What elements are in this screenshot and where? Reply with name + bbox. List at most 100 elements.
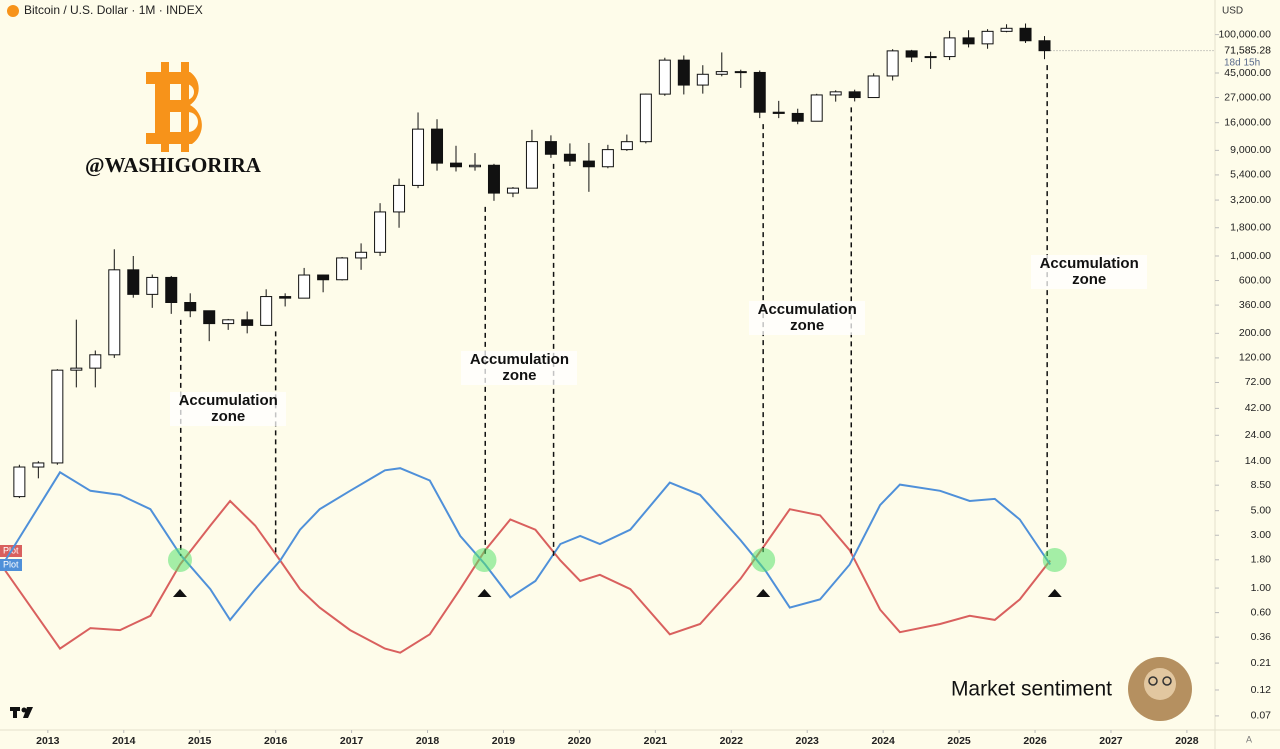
candle-body <box>108 269 121 356</box>
candle-body <box>222 319 235 325</box>
candle-body <box>943 37 956 58</box>
candle-body <box>696 73 709 86</box>
candle-body <box>70 367 83 371</box>
y-tick-label: 0.07 <box>1251 710 1272 722</box>
candle-body <box>867 75 880 99</box>
zone-label: Accumulation zone <box>749 301 866 335</box>
candle-body <box>450 162 463 168</box>
x-tick-label: 2018 <box>416 735 440 747</box>
candle-body <box>165 276 178 303</box>
y-tick-label: 9,000.00 <box>1230 144 1271 156</box>
y-tick-label: 0.12 <box>1251 684 1272 696</box>
candle-body <box>468 164 481 168</box>
x-tick-label: 2017 <box>340 735 364 747</box>
candle-body <box>886 50 899 77</box>
y-tick-label: 0.36 <box>1251 631 1272 643</box>
candle-body <box>336 257 349 281</box>
x-tick-label: 2015 <box>188 735 212 747</box>
auto-scale-button[interactable]: A <box>1246 734 1252 744</box>
legend-swatch <box>0 559 22 571</box>
candle-body <box>810 94 823 122</box>
crossover-signal <box>472 548 497 572</box>
caption: Market sentiment <box>951 678 1112 701</box>
x-tick-label: 2025 <box>947 735 971 747</box>
crossover-signal <box>1042 548 1067 572</box>
candle-body <box>89 354 102 369</box>
currency: USD <box>1222 6 1243 17</box>
candle-body <box>620 141 633 151</box>
symbol-icon <box>7 5 19 17</box>
candle-body <box>487 164 500 194</box>
watermark: @WASHIGORIRA <box>85 153 262 177</box>
candle-body <box>1000 27 1013 32</box>
candle-body <box>241 319 254 326</box>
y-tick-label: 72.00 <box>1245 376 1271 388</box>
signal-arrow <box>172 589 187 597</box>
candle-body <box>791 112 804 122</box>
candle-body <box>829 91 842 96</box>
candle-body <box>431 128 444 164</box>
candle-body <box>412 128 425 186</box>
candle-body <box>32 462 45 468</box>
zone-label: Accumulation zone <box>461 351 578 385</box>
y-tick-label: 1.80 <box>1251 554 1272 566</box>
candle-body <box>260 296 273 326</box>
signal-arrow <box>1047 589 1062 597</box>
x-tick-label: 2021 <box>644 735 668 747</box>
candle-body <box>677 59 690 86</box>
signal-arrow <box>477 589 492 597</box>
y-tick-label: 600.00 <box>1239 274 1271 286</box>
zone-label: Accumulation zone <box>170 392 287 426</box>
avatar <box>1128 657 1192 721</box>
x-tick-label: 2019 <box>492 735 516 747</box>
candle-body <box>393 184 406 213</box>
candle-body <box>753 71 766 113</box>
y-tick-label: 1,800.00 <box>1230 222 1271 234</box>
candle-body <box>981 30 994 45</box>
candle-body <box>355 251 368 259</box>
candle-body <box>525 141 538 189</box>
y-tick-label: 14.00 <box>1245 455 1271 467</box>
y-tick-label: 24.00 <box>1245 429 1271 441</box>
candle-body <box>203 310 216 325</box>
zone-label: Accumulation zone <box>1031 255 1148 289</box>
x-tick-label: 2024 <box>871 735 895 747</box>
signal-arrow <box>756 589 771 597</box>
y-tick-label: 5.00 <box>1251 504 1272 516</box>
y-tick-label: 100,000.00 <box>1218 28 1271 40</box>
x-tick-label: 2028 <box>1175 735 1199 747</box>
y-tick-label: 42.00 <box>1245 402 1271 414</box>
x-tick-label: 2022 <box>720 735 744 747</box>
tradingview-logo <box>10 707 33 718</box>
crossover-signal <box>751 548 776 572</box>
candle-body <box>924 56 937 59</box>
candle-body <box>734 71 747 74</box>
candle-body <box>506 187 519 194</box>
candle-body <box>51 369 64 464</box>
x-tick-label: 2014 <box>112 735 136 747</box>
oscillator-line <box>4 499 1051 654</box>
countdown: 18d 15h <box>1224 57 1260 68</box>
crossover-signal <box>167 548 192 572</box>
candle-body <box>658 59 671 95</box>
candle-body <box>1019 27 1032 42</box>
bitcoin-logo <box>146 62 202 152</box>
x-tick-label: 2020 <box>568 735 592 747</box>
x-tick-label: 2023 <box>796 735 820 747</box>
candle-body <box>374 211 387 253</box>
y-tick-label: 3.00 <box>1251 529 1272 541</box>
candle-body <box>1038 40 1051 52</box>
y-tick-label: 16,000.00 <box>1224 116 1271 128</box>
y-tick-label: 5,400.00 <box>1230 169 1271 181</box>
y-tick-label: 1,000.00 <box>1230 250 1271 262</box>
candle-body <box>772 111 785 114</box>
last-price-label: 71,585.28 <box>1224 44 1271 56</box>
chart-title: Bitcoin / U.S. Dollar · 1M · INDEX <box>24 3 203 17</box>
y-tick-label: 3,200.00 <box>1230 194 1271 206</box>
candle-body <box>146 276 159 295</box>
y-tick-label: 27,000.00 <box>1224 91 1271 103</box>
y-tick-label: 45,000.00 <box>1224 67 1271 79</box>
candle-body <box>715 71 728 75</box>
x-tick-label: 2016 <box>264 735 288 747</box>
